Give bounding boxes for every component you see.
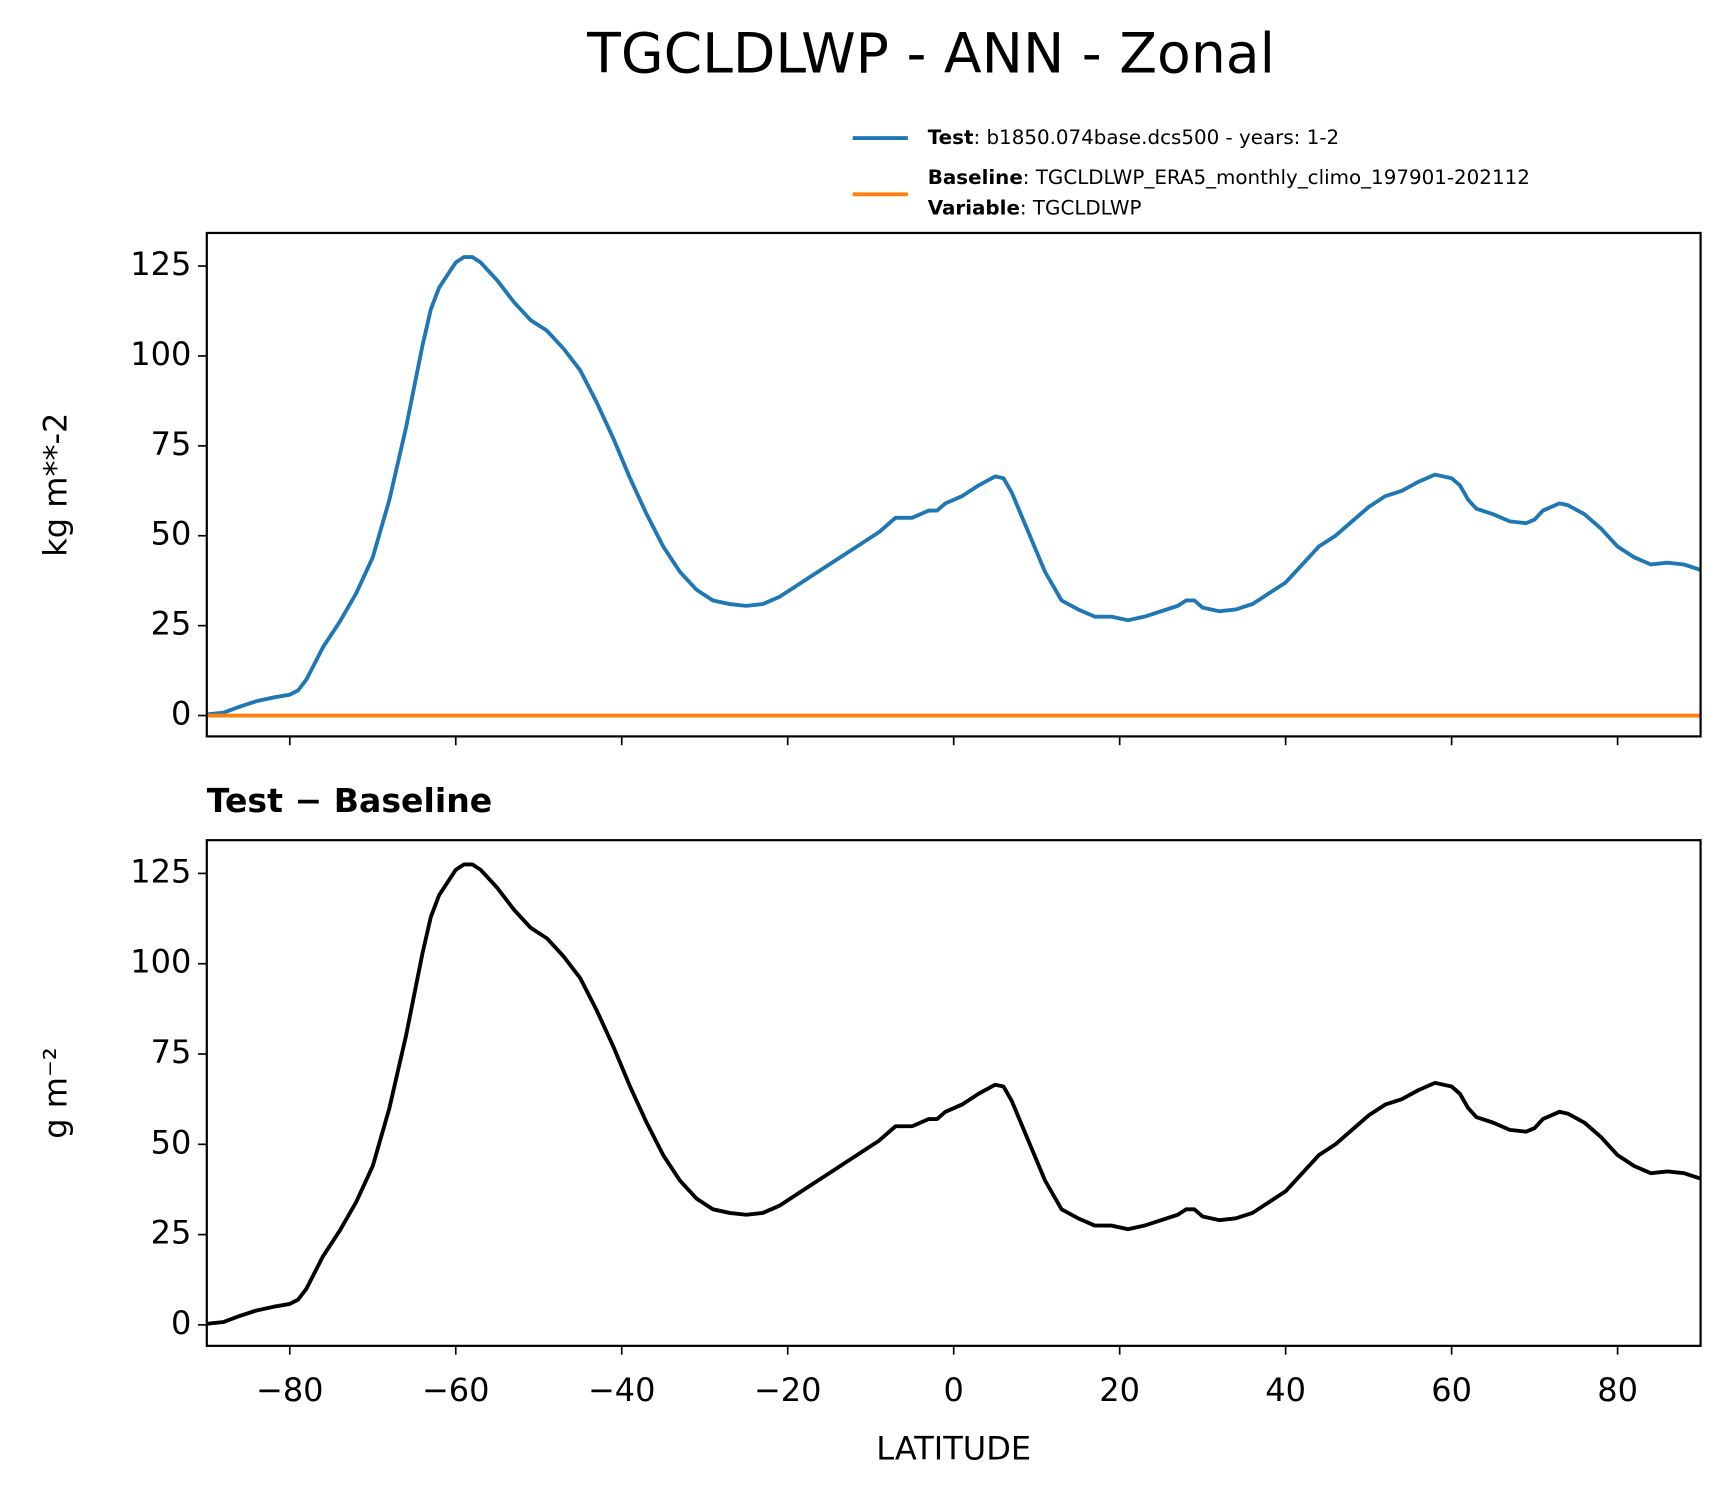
y-tick-label: 75 xyxy=(151,425,192,463)
y-tick-label: 0 xyxy=(171,695,191,733)
figure-title: TGCLDLWP - ANN - Zonal xyxy=(586,23,1275,87)
legend-text: : TGCLDLWP_ERA5_monthly_climo_197901-202… xyxy=(1023,165,1530,188)
y-tick-label: 125 xyxy=(130,852,191,890)
x-tick-label: −40 xyxy=(588,1371,656,1409)
legend-note-text: : TGCLDLWP xyxy=(1020,196,1142,219)
y-tick-label: 125 xyxy=(130,245,191,283)
y-axis-label: g m⁻² xyxy=(37,1047,75,1138)
axes-title: Test − Baseline xyxy=(207,781,492,820)
line xyxy=(206,255,1701,717)
x-tick-label: 20 xyxy=(1099,1371,1140,1409)
legend-name: Test xyxy=(928,126,974,149)
x-tick-label: 80 xyxy=(1597,1371,1638,1409)
y-tick-label: 50 xyxy=(151,515,192,553)
legend-note: Variable: TGCLDLWP xyxy=(928,196,1142,219)
legend-text: : b1850.074base.dcs500 - years: 1-2 xyxy=(973,126,1339,149)
y-tick-label: 0 xyxy=(171,1304,191,1342)
y-tick-label: 25 xyxy=(151,1214,192,1252)
line xyxy=(206,862,1701,1326)
x-tick-label: 0 xyxy=(944,1371,964,1409)
y-axis-label: kg m**-2 xyxy=(37,413,75,557)
x-tick-label: 60 xyxy=(1431,1371,1472,1409)
legend-name: Baseline xyxy=(928,165,1023,188)
x-tick-label: −20 xyxy=(754,1371,822,1409)
y-tick-label: 100 xyxy=(130,943,191,981)
axes-frame xyxy=(205,839,1702,1347)
x-axis-label: LATITUDE xyxy=(876,1430,1031,1468)
y-tick-label: 50 xyxy=(151,1123,192,1161)
y-tick-label: 75 xyxy=(151,1033,192,1071)
x-tick-label: −60 xyxy=(422,1371,490,1409)
y-tick-label: 100 xyxy=(130,335,191,373)
x-tick-label: 40 xyxy=(1265,1371,1306,1409)
axes-frame xyxy=(205,231,1702,738)
legend-label: Test: b1850.074base.dcs500 - years: 1-2 xyxy=(928,126,1339,149)
y-tick-label: 25 xyxy=(151,605,192,643)
x-tick-label: −80 xyxy=(256,1371,324,1409)
legend-label: Baseline: TGCLDLWP_ERA5_monthly_climo_19… xyxy=(928,165,1530,188)
legend-note-name: Variable xyxy=(928,196,1020,219)
